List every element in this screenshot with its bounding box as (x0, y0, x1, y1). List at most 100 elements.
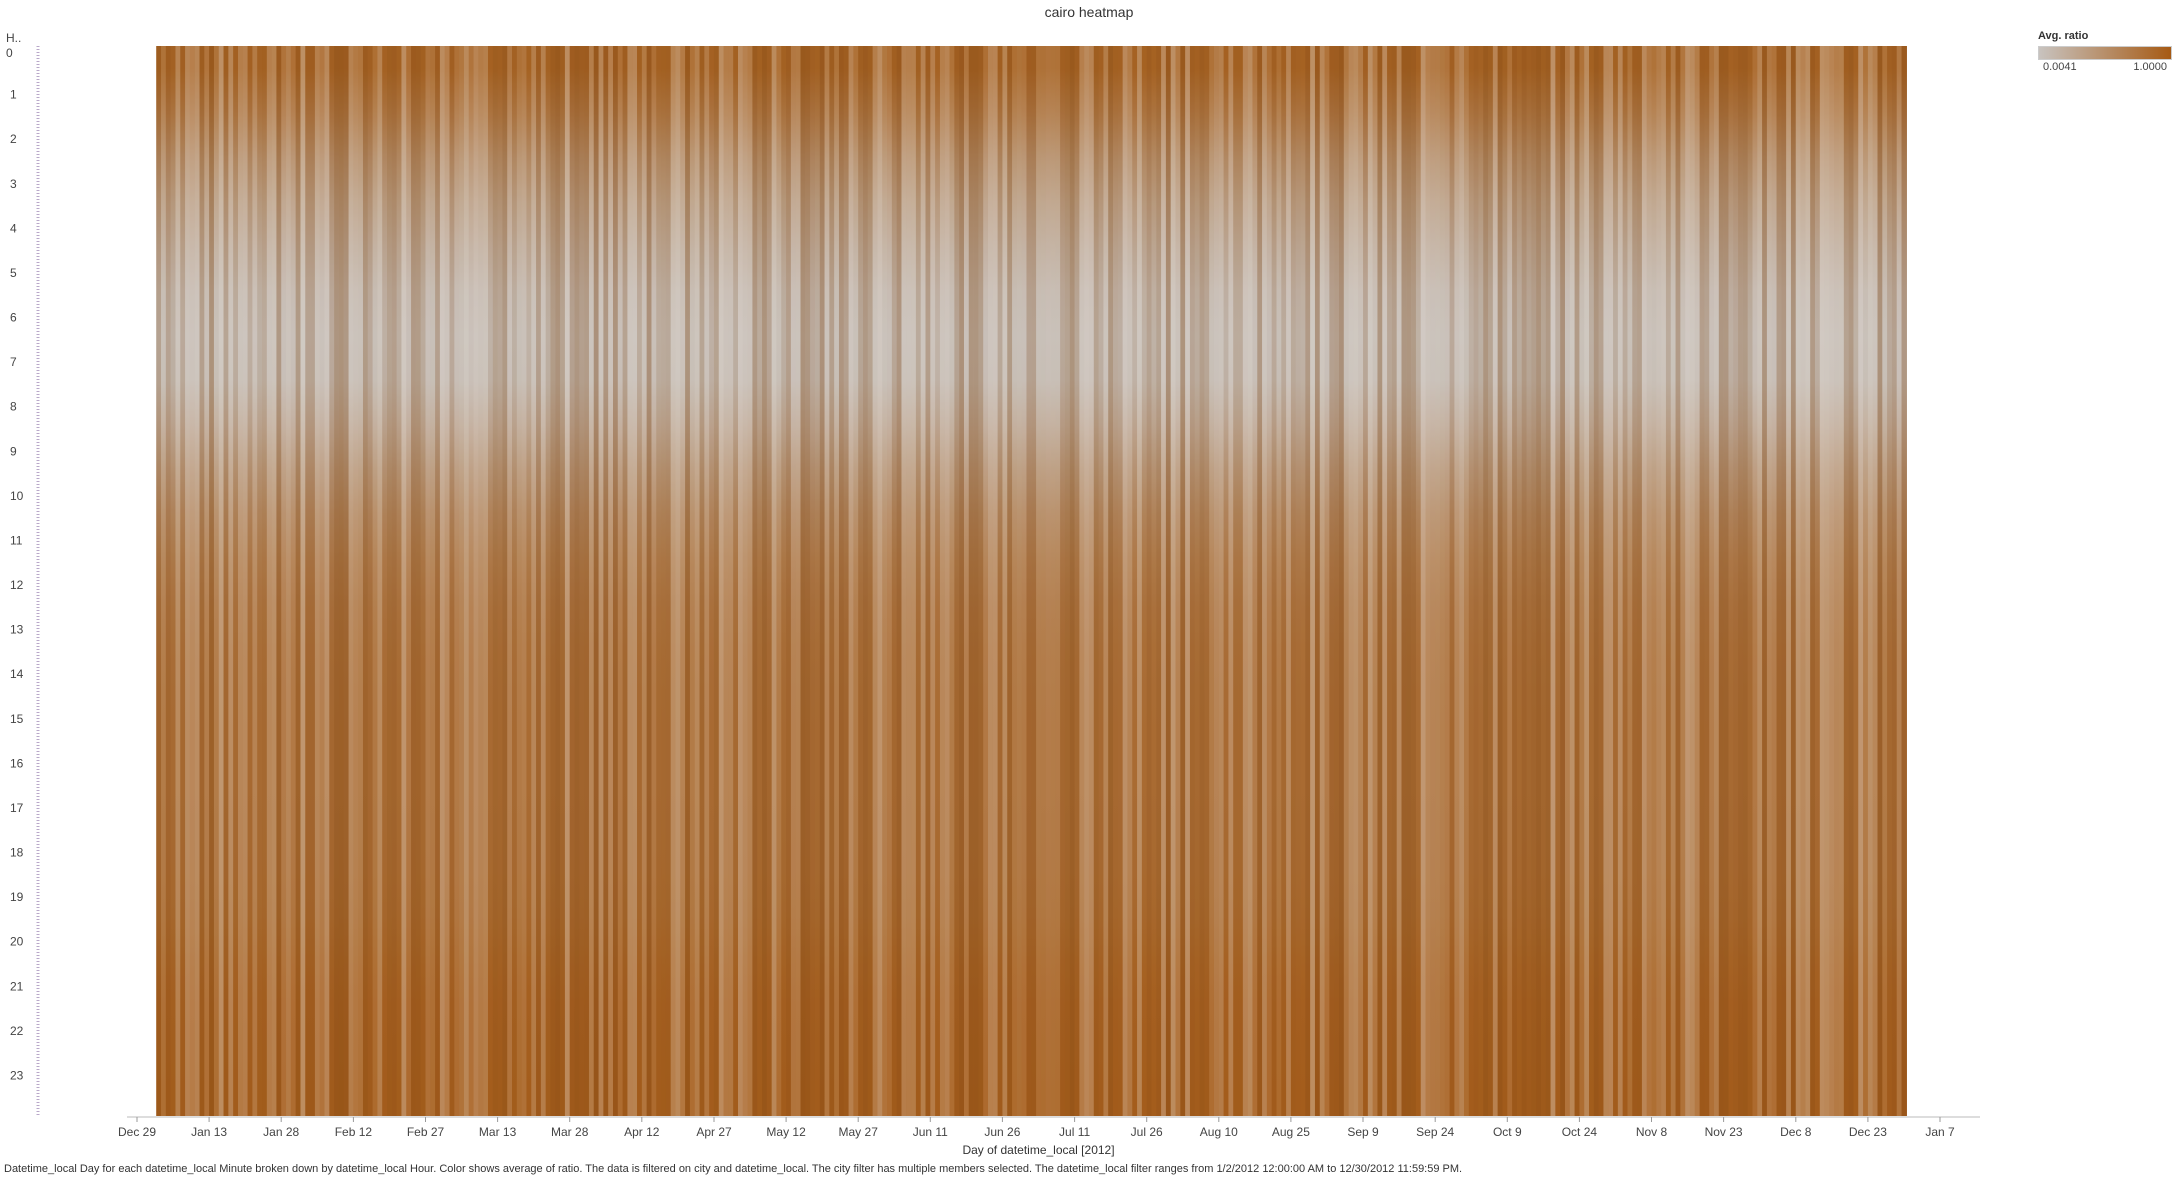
day-column-shade (858, 46, 864, 1116)
day-column (1098, 46, 1105, 1116)
day-column (209, 46, 215, 1116)
day-column (935, 46, 941, 1116)
x-tick-label: Feb 12 (335, 1125, 373, 1139)
day-column-shade (1516, 46, 1523, 1116)
day-column-shade (1204, 46, 1210, 1116)
day-column-shade (781, 46, 787, 1116)
day-column-shade (1589, 46, 1595, 1116)
day-column (574, 46, 580, 1116)
day-column-shade (1526, 46, 1532, 1116)
day-column-shade (1363, 46, 1369, 1116)
day-column (396, 46, 403, 1116)
day-column (1757, 46, 1763, 1116)
day-column (1223, 46, 1230, 1116)
day-column-shade (1406, 46, 1412, 1116)
day-column (353, 46, 359, 1116)
day-column (579, 46, 585, 1116)
day-column-shade (814, 46, 821, 1116)
x-tick-label: Sep 9 (1347, 1125, 1379, 1139)
day-column (382, 46, 388, 1116)
day-column (1564, 46, 1571, 1116)
day-column-shade (1492, 46, 1499, 1116)
day-column-shade (877, 46, 883, 1116)
day-column-shade (165, 46, 172, 1116)
day-column-shade (949, 46, 955, 1116)
day-column-shade (1377, 46, 1383, 1116)
day-column-shade (925, 46, 931, 1116)
day-column (1276, 46, 1282, 1116)
day-column-shade (1002, 46, 1008, 1116)
heatmap-chart: H..1234567891011121314151617181920212223… (6, 31, 1980, 1139)
day-column-shade (632, 46, 638, 1116)
day-column-shade (1858, 46, 1864, 1116)
day-column-shade (156, 46, 162, 1116)
day-column-shade (1449, 46, 1455, 1116)
day-column-shade (1839, 46, 1845, 1116)
day-column (1473, 46, 1480, 1116)
day-column-shade (334, 46, 340, 1116)
day-column (747, 46, 754, 1116)
day-column (391, 46, 398, 1116)
day-column-shade (1810, 46, 1816, 1116)
day-column-shade (1175, 46, 1181, 1116)
x-tick-label: Jan 28 (263, 1125, 299, 1139)
day-column-shade (738, 46, 744, 1116)
day-column-shade (185, 46, 191, 1116)
day-column (1387, 46, 1393, 1116)
day-column-shade (1060, 46, 1066, 1116)
x-tick-label: Apr 27 (696, 1125, 732, 1139)
day-column (161, 46, 167, 1116)
day-column-shade (1069, 46, 1076, 1116)
day-column-shade (377, 46, 383, 1116)
day-column (1579, 46, 1585, 1116)
day-column-shade (574, 46, 580, 1116)
day-column-shade (367, 46, 374, 1116)
day-column-shade (1271, 46, 1278, 1116)
day-column-shade (372, 46, 378, 1116)
day-column (963, 46, 970, 1116)
day-column-shade (1242, 46, 1249, 1116)
day-column (1372, 46, 1379, 1116)
day-column-shade (1694, 46, 1701, 1116)
day-column-shade (1098, 46, 1105, 1116)
day-column (1194, 46, 1201, 1116)
day-column (1449, 46, 1455, 1116)
day-column (1771, 46, 1778, 1116)
day-column-shade (1564, 46, 1571, 1116)
day-column (637, 46, 643, 1116)
day-column-shade (478, 46, 484, 1116)
day-column (1339, 46, 1345, 1116)
day-column (189, 46, 196, 1116)
day-column-shade (752, 46, 758, 1116)
day-column (1829, 46, 1835, 1116)
day-column (848, 46, 854, 1116)
day-column-shade (627, 46, 633, 1116)
day-column (1353, 46, 1359, 1116)
heatmap-cells (156, 46, 1907, 1116)
day-column-shade (997, 46, 1004, 1116)
day-column-shade (747, 46, 754, 1116)
day-column (175, 46, 181, 1116)
x-tick-label: Nov 8 (1636, 1125, 1668, 1139)
day-column-shade (189, 46, 196, 1116)
day-column-shade (1170, 46, 1177, 1116)
day-column-shade (560, 46, 566, 1116)
day-column-shade (1127, 46, 1133, 1116)
day-column (1699, 46, 1706, 1116)
day-column-shade (444, 46, 451, 1116)
day-column (286, 46, 292, 1116)
day-column (305, 46, 311, 1116)
day-column (1483, 46, 1489, 1116)
day-column (536, 46, 542, 1116)
day-column (377, 46, 383, 1116)
day-column-shade (358, 46, 364, 1116)
day-column-shade (1747, 46, 1754, 1116)
day-column (853, 46, 859, 1116)
day-column-shade (286, 46, 292, 1116)
day-column-shade (266, 46, 273, 1116)
day-column-shade (983, 46, 989, 1116)
day-column-shade (348, 46, 354, 1116)
day-column (1348, 46, 1355, 1116)
day-column-shade (252, 46, 258, 1116)
day-column (1670, 46, 1677, 1116)
